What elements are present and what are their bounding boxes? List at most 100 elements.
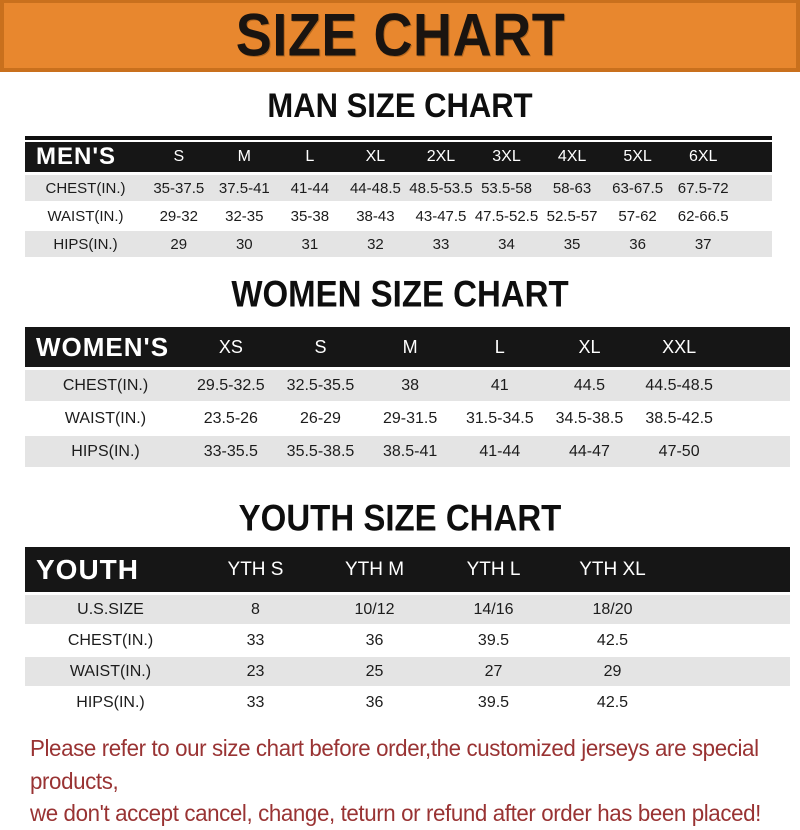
size-column-header: 6XL — [670, 142, 736, 175]
youth-size-chart-heading: YOUTH SIZE CHART — [238, 496, 562, 539]
measurement-value: 37.5-41 — [211, 173, 278, 203]
measurement-value: 34.5-38.5 — [544, 402, 635, 436]
measurement-value: 33 — [408, 230, 474, 259]
size-table-header-row: MEN'S S M L XL 2XL 3XL 4XL 5XL 6XL — [25, 142, 772, 175]
man-size-chart-heading: MAN SIZE CHART — [267, 85, 533, 126]
row-filler — [724, 435, 790, 469]
size-column-header: S — [275, 327, 366, 370]
measurement-value: 29 — [553, 656, 672, 688]
size-chart-title: SIZE CHART — [235, 1, 565, 70]
measurement-value: 30 — [211, 230, 278, 259]
size-column-header: XS — [186, 327, 276, 370]
measurement-value: 29 — [146, 230, 212, 259]
measurement-value: 42.5 — [553, 625, 672, 657]
row-filler — [672, 625, 790, 657]
size-chart-banner: SIZE CHART — [0, 0, 800, 72]
measurement-value: 27 — [434, 656, 553, 688]
row-filler — [672, 593, 790, 626]
youth-size-table: YOUTH YTH S YTH M YTH L YTH XL U.S.SIZE 8 10/12… — [25, 547, 790, 719]
measurement-value: 36 — [315, 687, 434, 719]
measurement-value: 47.5-52.5 — [473, 202, 540, 231]
size-column-header: S — [146, 142, 212, 175]
row-filler — [672, 656, 790, 688]
measurement-value: 25 — [315, 656, 434, 688]
row-filler — [672, 687, 790, 719]
size-column-header: M — [211, 142, 278, 175]
size-column-header: XL — [342, 142, 409, 175]
measurement-value: 41 — [454, 368, 545, 403]
measurement-value: 57-62 — [604, 202, 671, 231]
measurement-value: 26-29 — [275, 402, 366, 436]
measurement-row: CHEST(IN.) 35-37.5 37.5-41 41-44 44-48.5 48.5… — [25, 173, 772, 203]
measurement-label: WAIST(IN.) — [25, 202, 146, 231]
disclaimer-line-1: Please refer to our size chart before or… — [30, 735, 759, 794]
size-column-header: L — [454, 327, 545, 370]
size-column-header: YTH M — [315, 547, 434, 595]
measurement-value: 44-47 — [544, 435, 635, 469]
measurement-value: 23.5-26 — [186, 402, 276, 436]
measurement-value: 63-67.5 — [604, 173, 671, 203]
measurement-value: 31 — [277, 230, 343, 259]
order-disclaimer: Please refer to our size chart before or… — [30, 732, 777, 830]
measurement-value: 8 — [196, 593, 315, 626]
measurement-label: HIPS(IN.) — [25, 687, 196, 719]
measurement-row: WAIST(IN.) 23 25 27 29 — [25, 656, 790, 688]
measurement-value: 42.5 — [553, 687, 672, 719]
size-column-header: XXL — [634, 327, 724, 370]
measurement-value: 53.5-58 — [473, 173, 540, 203]
measurement-value: 33 — [196, 625, 315, 657]
measurement-row: U.S.SIZE 8 10/12 14/16 18/20 — [25, 593, 790, 626]
measurement-value: 39.5 — [434, 687, 553, 719]
measurement-row: HIPS(IN.) 33-35.5 35.5-38.5 38.5-41 41-44 44-… — [25, 435, 790, 469]
measurement-value: 32-35 — [211, 202, 278, 231]
measurement-value: 18/20 — [553, 593, 672, 626]
row-filler — [736, 173, 772, 203]
measurement-value: 35 — [539, 230, 605, 259]
table-corner-label: YOUTH — [25, 547, 196, 595]
header-filler — [724, 327, 790, 370]
measurement-label: WAIST(IN.) — [25, 402, 186, 436]
measurement-value: 35.5-38.5 — [275, 435, 366, 469]
measurement-value: 34 — [473, 230, 540, 259]
measurement-value: 29-31.5 — [365, 402, 455, 436]
measurement-value: 33 — [196, 687, 315, 719]
measurement-value: 37 — [670, 230, 736, 259]
row-filler — [736, 230, 772, 259]
row-filler — [736, 202, 772, 231]
measurement-value: 47-50 — [634, 435, 724, 469]
size-column-header: L — [277, 142, 343, 175]
men-size-table: MEN'S S M L XL 2XL 3XL 4XL 5XL 6XL CHEST(IN.) 35-37… — [25, 142, 772, 259]
measurement-value: 52.5-57 — [539, 202, 605, 231]
measurement-value: 32.5-35.5 — [275, 368, 366, 403]
measurement-value: 38.5-41 — [365, 435, 455, 469]
header-filler — [736, 142, 772, 175]
measurement-value: 44-48.5 — [342, 173, 409, 203]
measurement-value: 58-63 — [539, 173, 605, 203]
size-column-header: XL — [544, 327, 635, 370]
women-size-chart-heading: WOMEN SIZE CHART — [231, 272, 569, 315]
measurement-value: 44.5-48.5 — [634, 368, 724, 403]
measurement-row: WAIST(IN.) 23.5-26 26-29 29-31.5 31.5-34.5 34… — [25, 402, 790, 436]
measurement-row: CHEST(IN.) 33 36 39.5 42.5 — [25, 625, 790, 657]
measurement-value: 10/12 — [315, 593, 434, 626]
size-column-header: 2XL — [408, 142, 474, 175]
header-filler — [672, 547, 790, 595]
size-table-header-row: WOMEN'S XS S M L XL XXL — [25, 327, 790, 370]
measurement-value: 41-44 — [454, 435, 545, 469]
size-column-header: 4XL — [539, 142, 605, 175]
measurement-value: 38.5-42.5 — [634, 402, 724, 436]
table-corner-label: MEN'S — [25, 142, 146, 175]
row-filler — [724, 368, 790, 403]
size-table-header-row: YOUTH YTH S YTH M YTH L YTH XL — [25, 547, 790, 595]
women-size-table: WOMEN'S XS S M L XL XXL CHEST(IN.) 29.5-32.5 32.5… — [25, 327, 790, 469]
measurement-value: 32 — [342, 230, 409, 259]
measurement-value: 29-32 — [146, 202, 212, 231]
size-column-header: YTH XL — [553, 547, 672, 595]
measurement-value: 48.5-53.5 — [408, 173, 474, 203]
measurement-value: 62-66.5 — [670, 202, 736, 231]
size-column-header: YTH S — [196, 547, 315, 595]
measurement-value: 38-43 — [342, 202, 409, 231]
measurement-value: 41-44 — [277, 173, 343, 203]
size-column-header: 3XL — [473, 142, 540, 175]
measurement-label: CHEST(IN.) — [25, 368, 186, 403]
